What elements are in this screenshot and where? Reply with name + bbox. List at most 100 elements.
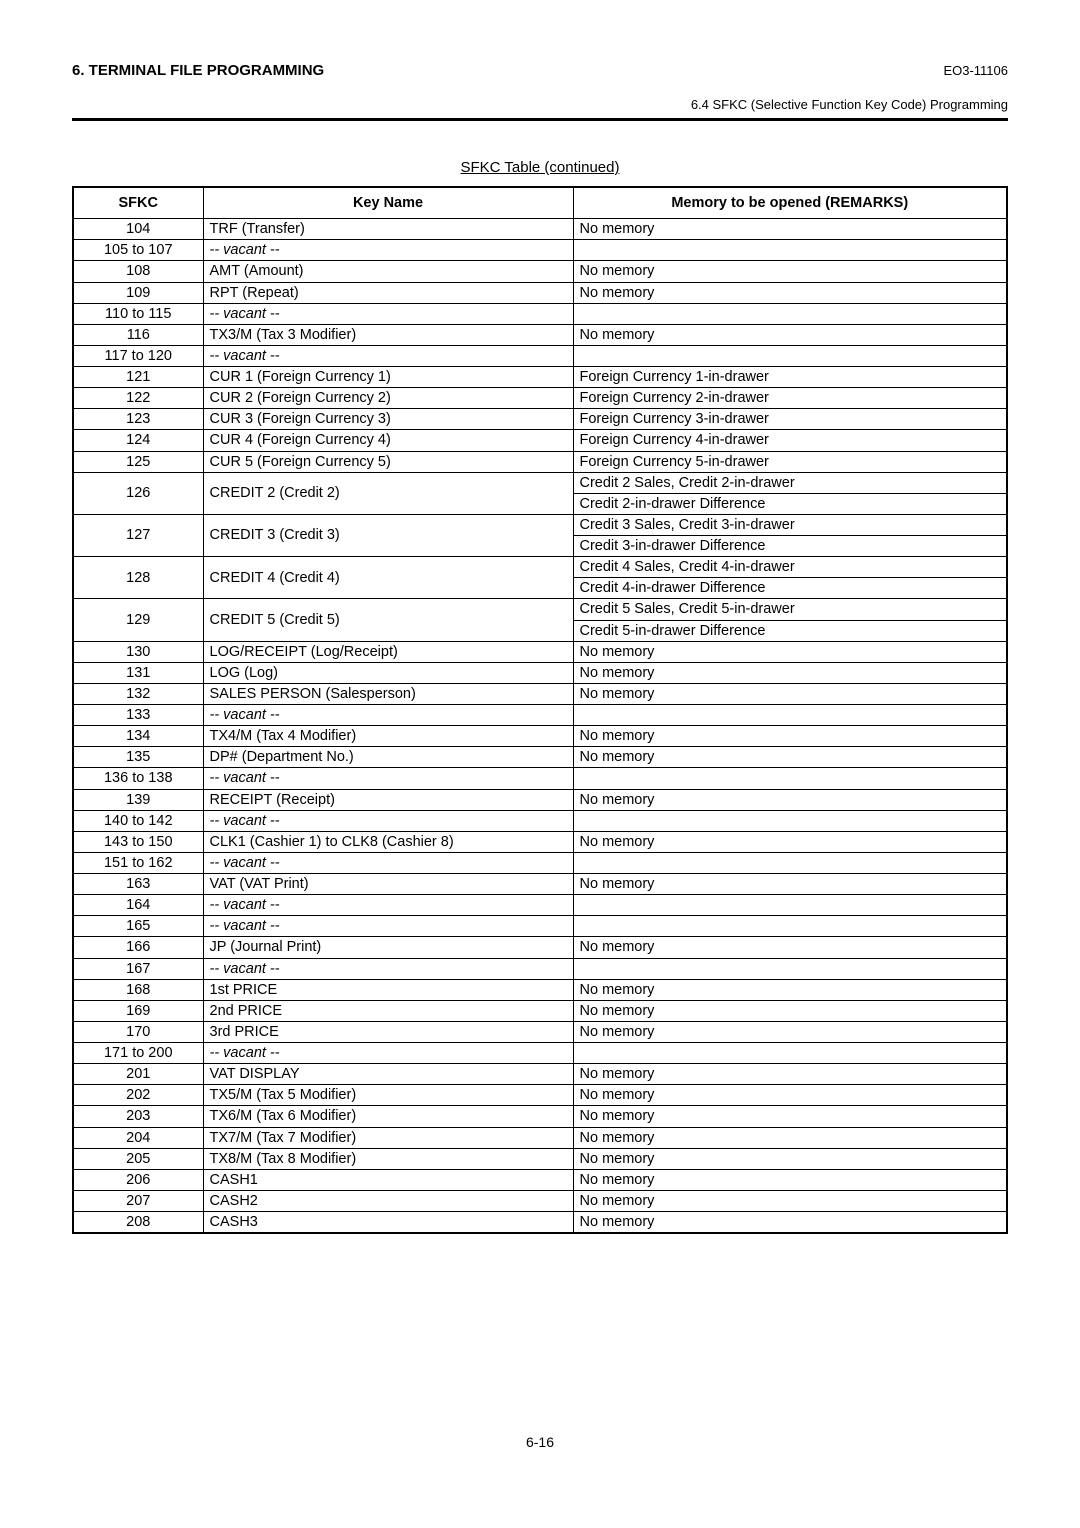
remarks-cell: No memory — [573, 261, 1007, 282]
table-row: 203TX6/M (Tax 6 Modifier)No memory — [73, 1106, 1007, 1127]
table-row: 205TX8/M (Tax 8 Modifier)No memory — [73, 1148, 1007, 1169]
key-name-cell: -- vacant -- — [203, 895, 573, 916]
key-name-cell: -- vacant -- — [203, 768, 573, 789]
remarks-cell — [573, 852, 1007, 873]
table-row: 166JP (Journal Print)No memory — [73, 937, 1007, 958]
key-name-cell: CASH1 — [203, 1169, 573, 1190]
table-row: 206CASH1No memory — [73, 1169, 1007, 1190]
remarks-cell — [573, 345, 1007, 366]
sfkc-cell: 204 — [73, 1127, 203, 1148]
key-name-cell: CREDIT 5 (Credit 5) — [203, 599, 573, 641]
remarks-cell: No memory — [573, 1212, 1007, 1234]
table-row: 123CUR 3 (Foreign Currency 3)Foreign Cur… — [73, 409, 1007, 430]
key-name-cell: VAT DISPLAY — [203, 1064, 573, 1085]
sfkc-cell: 127 — [73, 514, 203, 556]
table-row: 135DP# (Department No.)No memory — [73, 747, 1007, 768]
sfkc-cell: 104 — [73, 219, 203, 240]
table-row: 165-- vacant -- — [73, 916, 1007, 937]
sfkc-cell: 130 — [73, 641, 203, 662]
sfkc-cell: 206 — [73, 1169, 203, 1190]
page-container: 6. TERMINAL FILE PROGRAMMING EO3-11106 6… — [0, 0, 1080, 1490]
key-name-cell: CUR 2 (Foreign Currency 2) — [203, 388, 573, 409]
sfkc-cell: 131 — [73, 662, 203, 683]
key-name-cell: -- vacant -- — [203, 705, 573, 726]
key-name-cell: DP# (Department No.) — [203, 747, 573, 768]
table-row: 117 to 120-- vacant -- — [73, 345, 1007, 366]
remarks-cell: No memory — [573, 789, 1007, 810]
table-row: 110 to 115-- vacant -- — [73, 303, 1007, 324]
header-rule — [72, 118, 1008, 121]
key-name-cell: RECEIPT (Receipt) — [203, 789, 573, 810]
table-row: 139RECEIPT (Receipt)No memory — [73, 789, 1007, 810]
key-name-cell: 2nd PRICE — [203, 1000, 573, 1021]
key-name-cell: CUR 4 (Foreign Currency 4) — [203, 430, 573, 451]
sfkc-cell: 121 — [73, 367, 203, 388]
key-name-cell: TX6/M (Tax 6 Modifier) — [203, 1106, 573, 1127]
remarks-cell: Foreign Currency 5-in-drawer — [573, 451, 1007, 472]
remarks-cell: No memory — [573, 874, 1007, 895]
key-name-cell: CLK1 (Cashier 1) to CLK8 (Cashier 8) — [203, 831, 573, 852]
remarks-cell: Foreign Currency 2-in-drawer — [573, 388, 1007, 409]
key-name-cell: VAT (VAT Print) — [203, 874, 573, 895]
key-name-cell: 3rd PRICE — [203, 1021, 573, 1042]
remarks-cell: Credit 2 Sales, Credit 2-in-drawer — [573, 472, 1007, 493]
table-row: 163VAT (VAT Print)No memory — [73, 874, 1007, 895]
table-row: 105 to 107-- vacant -- — [73, 240, 1007, 261]
key-name-cell: CASH3 — [203, 1212, 573, 1234]
remarks-cell: No memory — [573, 324, 1007, 345]
page-header: 6. TERMINAL FILE PROGRAMMING EO3-11106 — [72, 62, 1008, 79]
remarks-cell: No memory — [573, 282, 1007, 303]
sfkc-cell: 164 — [73, 895, 203, 916]
key-name-cell: CREDIT 3 (Credit 3) — [203, 514, 573, 556]
remarks-cell: Credit 3 Sales, Credit 3-in-drawer — [573, 514, 1007, 535]
table-row: 133-- vacant -- — [73, 705, 1007, 726]
remarks-cell — [573, 895, 1007, 916]
key-name-cell: -- vacant -- — [203, 240, 573, 261]
col-remarks: Memory to be opened (REMARKS) — [573, 187, 1007, 219]
remarks-cell: No memory — [573, 747, 1007, 768]
page-number: 6-16 — [72, 1434, 1008, 1450]
sfkc-cell: 166 — [73, 937, 203, 958]
key-name-cell: -- vacant -- — [203, 345, 573, 366]
sfkc-cell: 201 — [73, 1064, 203, 1085]
table-row: 104TRF (Transfer)No memory — [73, 219, 1007, 240]
remarks-cell: No memory — [573, 831, 1007, 852]
table-row: 121CUR 1 (Foreign Currency 1)Foreign Cur… — [73, 367, 1007, 388]
table-row: 116TX3/M (Tax 3 Modifier)No memory — [73, 324, 1007, 345]
sfkc-cell: 165 — [73, 916, 203, 937]
remarks-cell: No memory — [573, 1106, 1007, 1127]
sfkc-table: SFKC Key Name Memory to be opened (REMAR… — [72, 186, 1008, 1234]
remarks-cell: No memory — [573, 1169, 1007, 1190]
key-name-cell: TX3/M (Tax 3 Modifier) — [203, 324, 573, 345]
remarks-cell: No memory — [573, 1021, 1007, 1042]
table-row: 151 to 162-- vacant -- — [73, 852, 1007, 873]
remarks-cell — [573, 1043, 1007, 1064]
remarks-cell: No memory — [573, 1064, 1007, 1085]
sfkc-cell: 134 — [73, 726, 203, 747]
remarks-cell: No memory — [573, 641, 1007, 662]
key-name-cell: CASH2 — [203, 1190, 573, 1211]
table-row: 167-- vacant -- — [73, 958, 1007, 979]
remarks-cell: No memory — [573, 1148, 1007, 1169]
remarks-cell: No memory — [573, 979, 1007, 1000]
key-name-cell: TX5/M (Tax 5 Modifier) — [203, 1085, 573, 1106]
key-name-cell: -- vacant -- — [203, 852, 573, 873]
table-row: 122CUR 2 (Foreign Currency 2)Foreign Cur… — [73, 388, 1007, 409]
table-row: 207CASH2No memory — [73, 1190, 1007, 1211]
sfkc-cell: 163 — [73, 874, 203, 895]
remarks-cell — [573, 810, 1007, 831]
remarks-cell: No memory — [573, 937, 1007, 958]
table-row: 108AMT (Amount)No memory — [73, 261, 1007, 282]
remarks-cell: Foreign Currency 3-in-drawer — [573, 409, 1007, 430]
remarks-cell: No memory — [573, 1127, 1007, 1148]
remarks-cell: Credit 3-in-drawer Difference — [573, 536, 1007, 557]
table-row: 136 to 138-- vacant -- — [73, 768, 1007, 789]
key-name-cell: -- vacant -- — [203, 916, 573, 937]
sfkc-cell: 135 — [73, 747, 203, 768]
remarks-cell: No memory — [573, 1085, 1007, 1106]
sfkc-cell: 117 to 120 — [73, 345, 203, 366]
sfkc-cell: 105 to 107 — [73, 240, 203, 261]
key-name-cell: CREDIT 2 (Credit 2) — [203, 472, 573, 514]
sfkc-cell: 116 — [73, 324, 203, 345]
sfkc-cell: 132 — [73, 683, 203, 704]
